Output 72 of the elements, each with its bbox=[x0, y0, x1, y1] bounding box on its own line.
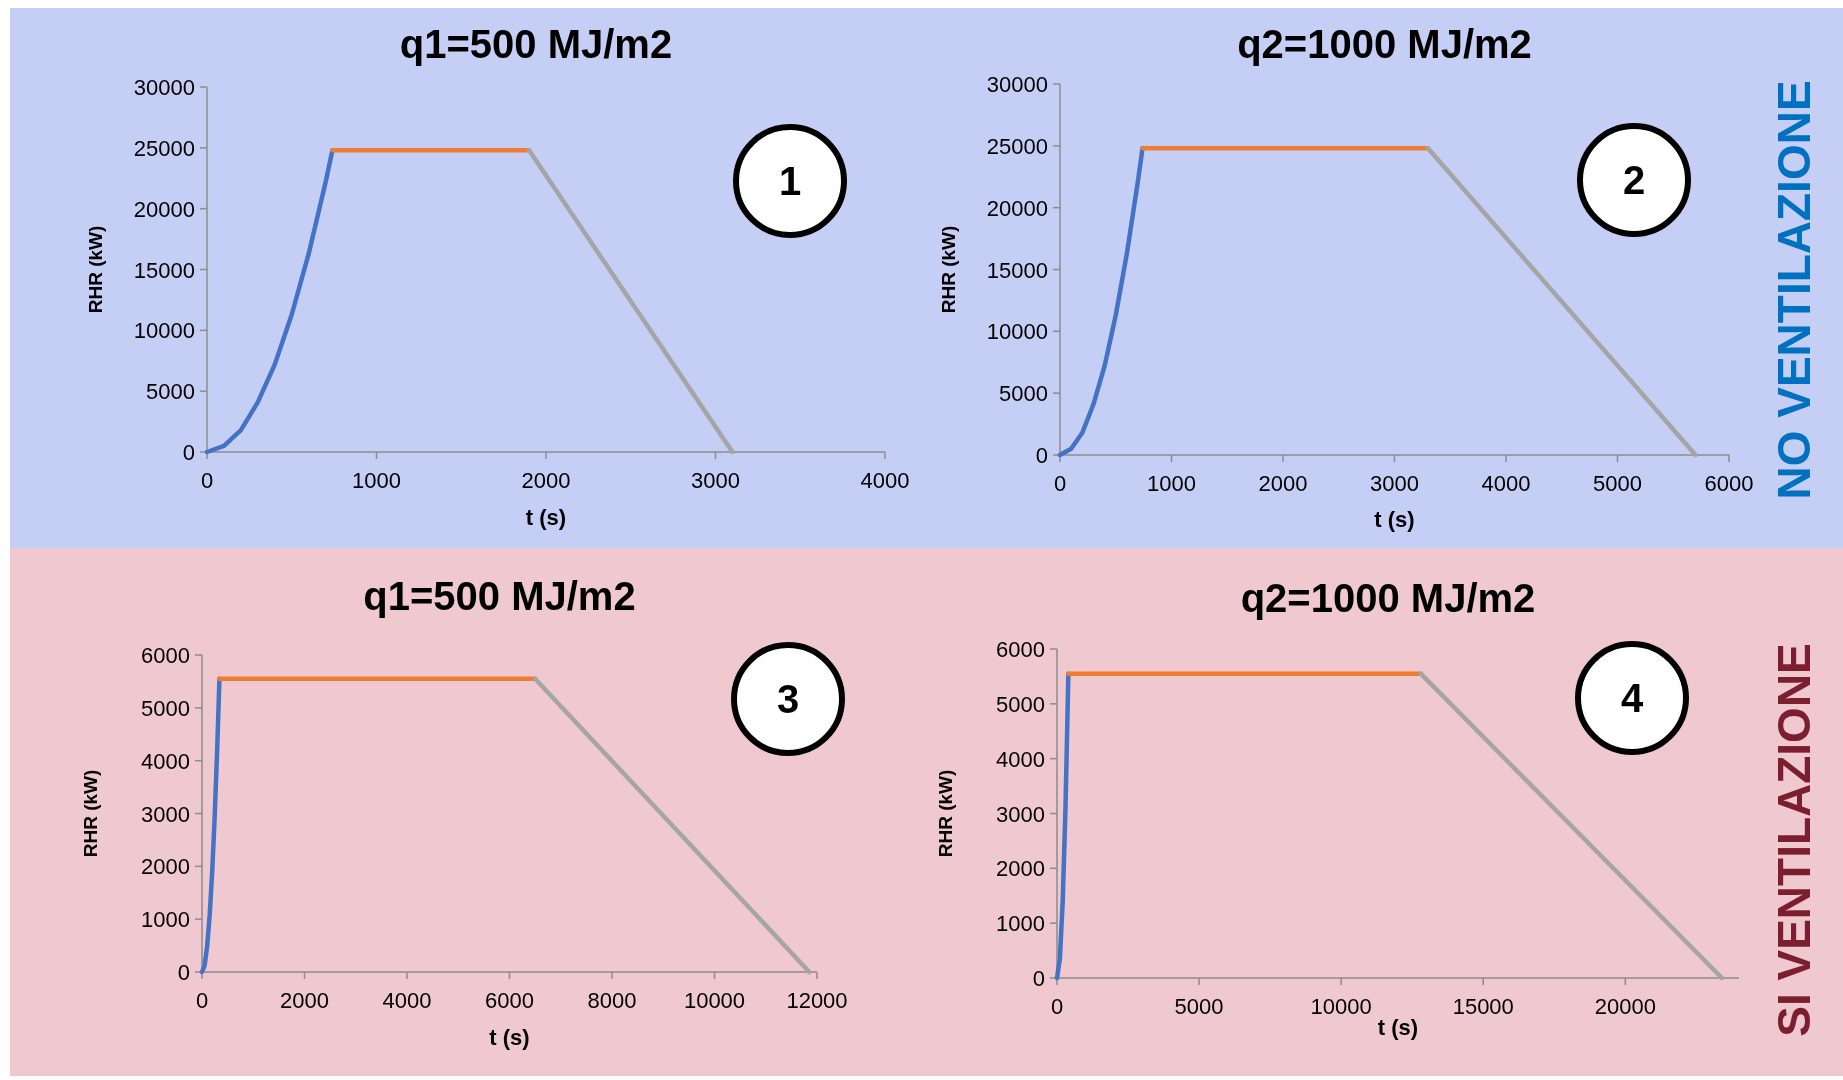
chart-title: q1=500 MJ/m2 bbox=[399, 22, 673, 66]
line-series bbox=[1054, 671, 1071, 981]
x-axis-title: t (s) bbox=[489, 1025, 530, 1050]
y-tick-label: 0 bbox=[1032, 966, 1045, 991]
x-tick-label: 4000 bbox=[382, 988, 432, 1013]
line-series bbox=[1057, 146, 1145, 458]
y-tick-label: 3000 bbox=[141, 801, 190, 827]
x-axis-title: t (s) bbox=[1377, 1015, 1419, 1040]
y-tick-label: 30000 bbox=[986, 72, 1048, 97]
x-tick-label: 5000 bbox=[1174, 994, 1224, 1019]
y-tick-label: 25000 bbox=[986, 133, 1048, 159]
x-tick-label: 4000 bbox=[1481, 471, 1531, 496]
y-tick-label: 25000 bbox=[133, 135, 195, 161]
y-tick-label: 1000 bbox=[141, 907, 190, 933]
y-tick-label: 2000 bbox=[141, 854, 190, 880]
y-tick-label: 15000 bbox=[133, 257, 195, 283]
y-tick-label: 5000 bbox=[146, 379, 195, 405]
y-tick-label: 0 bbox=[1035, 443, 1048, 468]
x-tick-label: 4000 bbox=[860, 468, 910, 493]
y-tick-label: 15000 bbox=[986, 257, 1048, 283]
x-tick-label: 15000 bbox=[1452, 994, 1514, 1019]
chart-title: q2=1000 MJ/m2 bbox=[1237, 22, 1532, 66]
text: SI VENTILAZIONE bbox=[1768, 643, 1820, 1037]
annotation: 3 bbox=[776, 677, 800, 721]
y-tick-label: 4000 bbox=[996, 746, 1045, 772]
y-tick-label: 5000 bbox=[141, 695, 190, 721]
x-tick-label: 5000 bbox=[1593, 471, 1642, 496]
x-tick-label: 12000 bbox=[786, 988, 848, 1013]
text: NO VENTILAZIONE bbox=[1768, 80, 1820, 500]
y-axis-title: RHR (kW) bbox=[80, 769, 101, 858]
line-series bbox=[204, 148, 335, 455]
y-tick-label: 4000 bbox=[141, 748, 190, 774]
x-tick-label: 0 bbox=[200, 468, 214, 493]
y-tick-label: 20000 bbox=[986, 195, 1048, 221]
x-tick-label: 2000 bbox=[1258, 471, 1308, 496]
y-axis-title: RHR (kW) bbox=[85, 225, 106, 314]
x-tick-label: 10000 bbox=[683, 988, 746, 1013]
x-tick-label: 6000 bbox=[485, 988, 534, 1013]
y-tick-label: 0 bbox=[177, 960, 190, 985]
x-axis-title: t (s) bbox=[525, 505, 567, 530]
x-tick-label: 6000 bbox=[1704, 471, 1754, 496]
y-axis-title: RHR (kW) bbox=[938, 225, 959, 314]
y-tick-label: 20000 bbox=[133, 196, 195, 222]
x-tick-label: 0 bbox=[1053, 471, 1067, 496]
y-tick-label: 10000 bbox=[986, 319, 1048, 345]
y-tick-label: 5000 bbox=[999, 381, 1048, 407]
chart-title: q1=500 MJ/m2 bbox=[363, 574, 636, 618]
x-tick-label: 1000 bbox=[352, 468, 401, 493]
y-tick-label: 5000 bbox=[996, 691, 1045, 717]
y-tick-label: 6000 bbox=[141, 643, 190, 668]
x-tick-label: 10000 bbox=[1310, 994, 1372, 1019]
x-tick-label: 0 bbox=[1050, 994, 1064, 1019]
x-tick-label: 1000 bbox=[1147, 471, 1196, 496]
x-tick-label: 3000 bbox=[1370, 471, 1419, 496]
y-tick-label: 0 bbox=[182, 440, 195, 465]
annotation: 2 bbox=[1622, 158, 1646, 202]
x-tick-label: 2000 bbox=[521, 468, 571, 493]
y-tick-label: 1000 bbox=[996, 911, 1045, 937]
x-axis-title: t (s) bbox=[1374, 507, 1415, 532]
x-tick-label: 2000 bbox=[280, 988, 329, 1013]
annotation: 4 bbox=[1620, 676, 1644, 720]
y-tick-label: 2000 bbox=[996, 856, 1045, 882]
y-tick-label: 6000 bbox=[996, 637, 1045, 662]
y-tick-label: 10000 bbox=[133, 318, 195, 344]
y-tick-label: 30000 bbox=[133, 75, 195, 100]
y-tick-label: 3000 bbox=[996, 801, 1045, 827]
x-tick-label: 20000 bbox=[1594, 994, 1656, 1019]
annotation: 1 bbox=[778, 159, 802, 203]
x-tick-label: 3000 bbox=[691, 468, 740, 493]
x-tick-label: 8000 bbox=[587, 988, 637, 1013]
chart-title: q2=1000 MJ/m2 bbox=[1240, 576, 1536, 620]
y-axis-title: RHR (kW) bbox=[935, 769, 956, 858]
